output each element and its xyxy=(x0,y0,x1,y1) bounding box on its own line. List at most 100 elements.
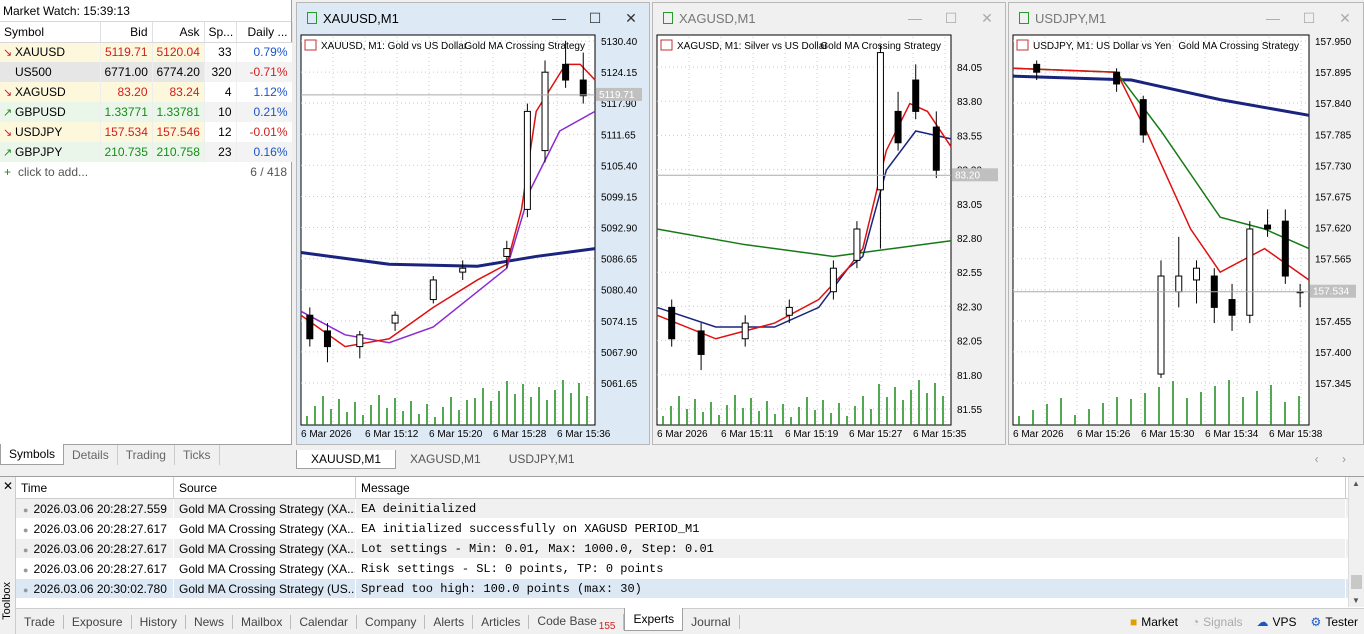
scroll-down-icon[interactable]: ▼ xyxy=(1352,596,1360,605)
price-label: 5105.40 xyxy=(601,161,638,172)
chart-tabs-scroll[interactable]: ‹ › xyxy=(1314,452,1356,466)
price-label: 157.455 xyxy=(1315,317,1352,328)
tab-journal[interactable]: Journal xyxy=(683,614,740,629)
tab-details[interactable]: Details xyxy=(64,445,118,465)
col-daily[interactable]: Daily ... xyxy=(236,22,293,43)
price-label: 84.05 xyxy=(957,63,982,74)
plot-area xyxy=(300,34,596,426)
chart-menu-icon xyxy=(1016,39,1029,51)
time-label: 6 Mar 15:36 xyxy=(557,429,611,440)
tab-ticks[interactable]: Ticks xyxy=(175,445,220,465)
ma-line xyxy=(300,247,596,268)
chart-window-title: XAUUSD,M1 xyxy=(323,10,399,26)
close-icon[interactable]: ✕ xyxy=(625,9,637,26)
close-icon[interactable]: ✕ xyxy=(3,479,14,493)
market-watch-row[interactable]: ↘ XAGUSD 83.20 83.24 4 1.12% xyxy=(0,82,293,102)
market-watch-row[interactable]: ↘ USDJPY 157.534 157.546 12 -0.01% xyxy=(0,122,293,142)
chart-tab-usdjpy[interactable]: USDJPY,M1 xyxy=(508,452,575,466)
scroll-thumb[interactable] xyxy=(1351,575,1362,589)
log-header: Time Source Message xyxy=(16,477,1348,499)
col-time[interactable]: Time xyxy=(16,477,174,498)
spread-cell: 320 xyxy=(204,62,237,82)
chart-canvas[interactable]: 5130.40 5124.15 5117.90 5111.65 5105.40 5099.… xyxy=(297,33,649,444)
tab-articles[interactable]: Articles xyxy=(473,614,530,629)
bid-cell: 5119.71 xyxy=(100,42,153,62)
toolbox-tabs: Trade Exposure History News Mailbox Cale… xyxy=(16,608,1364,634)
symbol-count: 6 / 418 xyxy=(250,165,287,179)
vps-link[interactable]: ☁ VPS xyxy=(1257,615,1297,629)
tab-company[interactable]: Company xyxy=(357,614,426,629)
time-label: 6 Mar 15:28 xyxy=(493,429,547,440)
chart-window-usdjpy[interactable]: USDJPY,M1 — ☐ ✕ 157.950 157.895 157.840 157.7… xyxy=(1008,2,1364,445)
log-row[interactable]: ● 2026.03.06 20:30:02.780 Gold MA Crossing… xyxy=(16,579,1348,599)
signals-link[interactable]: ◔ Signals xyxy=(1192,615,1243,629)
tab-mailbox[interactable]: Mailbox xyxy=(233,614,292,629)
tester-link[interactable]: ⚙ Tester xyxy=(1311,615,1358,629)
tab-code-base[interactable]: Code Base 155 xyxy=(529,613,625,632)
log-row[interactable]: ● 2026.03.06 20:28:27.617 Gold MA Crossing… xyxy=(16,519,1348,539)
candle xyxy=(1264,224,1272,230)
chart-tabs: XAUUSD,M1 XAGUSD,M1 USDJPY,M1 ‹ › xyxy=(296,450,1364,469)
col-symbol[interactable]: Symbol xyxy=(0,22,101,43)
price-label: 83.80 xyxy=(957,97,982,108)
market-watch-row[interactable]: ↗ GBPUSD 1.33771 1.33781 10 0.21% xyxy=(0,102,293,122)
add-symbol-row[interactable]: + click to add... 6 / 418 xyxy=(0,162,291,182)
price-label: 157.785 xyxy=(1315,130,1352,141)
col-message[interactable]: Message xyxy=(356,477,1346,498)
price-label: 83.05 xyxy=(957,200,982,211)
price-label: 83.55 xyxy=(957,131,982,142)
market-watch-row[interactable]: US500 6771.00 6774.20 320 -0.71% xyxy=(0,62,293,82)
chart-info: XAGUSD, M1: Silver vs US Dollar xyxy=(677,41,828,52)
log-time: ● 2026.03.06 20:30:02.780 xyxy=(16,579,174,598)
minimize-icon[interactable]: — xyxy=(552,9,566,26)
col-spread[interactable]: Sp... xyxy=(204,22,237,43)
minimize-icon[interactable]: — xyxy=(1266,9,1280,26)
log-time-text: 2026.03.06 20:28:27.617 xyxy=(33,562,167,576)
price-label: 82.05 xyxy=(957,337,982,348)
market-watch-row[interactable]: ↘ XAUUSD 5119.71 5120.04 33 0.79% xyxy=(0,42,293,62)
close-icon[interactable]: ✕ xyxy=(1339,9,1351,26)
maximize-icon[interactable]: ☐ xyxy=(1302,9,1316,26)
tab-news[interactable]: News xyxy=(186,614,233,629)
chart-tab-xauusd[interactable]: XAUUSD,M1 xyxy=(296,450,397,469)
market-watch-row[interactable]: ↗ GBPJPY 210.735 210.758 23 0.16% xyxy=(0,142,293,162)
chart-canvas[interactable]: 157.950 157.895 157.840 157.785 157.730 157.6… xyxy=(1009,33,1363,444)
tab-trade[interactable]: Trade xyxy=(16,614,64,629)
market-watch-table: Symbol Bid Ask Sp... Daily ... ↘ XAUUSD 51… xyxy=(0,22,293,162)
tab-exposure[interactable]: Exposure xyxy=(64,614,132,629)
tab-trading[interactable]: Trading xyxy=(118,445,175,465)
tab-history[interactable]: History xyxy=(132,614,186,629)
candle xyxy=(668,306,676,340)
log-row[interactable]: ● 2026.03.06 20:28:27.617 Gold MA Crossing… xyxy=(16,539,1348,559)
symbol-name: XAGUSD xyxy=(15,85,66,99)
chart-tab-xagusd[interactable]: XAGUSD,M1 xyxy=(410,452,481,466)
log-row[interactable]: ● 2026.03.06 20:28:27.617 Gold MA Crossing… xyxy=(16,559,1348,579)
maximize-icon[interactable]: ☐ xyxy=(944,9,958,26)
log-row[interactable]: ● 2026.03.06 20:28:27.559 Gold MA Crossing… xyxy=(16,499,1348,519)
market-link[interactable]: ■ Market xyxy=(1130,615,1178,629)
log-source: Gold MA Crossing Strategy (XA... xyxy=(174,559,356,578)
chart-canvas[interactable]: 84.0583.8083.5583.3083.0582.8082.5582.30… xyxy=(653,33,1005,444)
maximize-icon[interactable]: ☐ xyxy=(588,9,602,26)
symbol-name: USDJPY xyxy=(15,125,63,139)
tab-calendar[interactable]: Calendar xyxy=(291,614,358,629)
chart-window-xauusd[interactable]: XAUUSD,M1 — ☐ ✕ 5130.40 5124.15 5117.90 5111.… xyxy=(296,2,650,445)
chart-window-xagusd[interactable]: XAGUSD,M1 —☐✕ 84.0583.8083.5583.3083.058… xyxy=(652,2,1006,445)
tab-symbols[interactable]: Symbols xyxy=(0,444,65,465)
log-scrollbar[interactable]: ▲ ▼ xyxy=(1348,477,1364,607)
scroll-up-icon[interactable]: ▲ xyxy=(1352,479,1360,488)
minimize-icon[interactable]: — xyxy=(908,9,922,26)
spread-cell: 33 xyxy=(204,42,237,62)
experts-log: Time Source Message ● 2026.03.06 20:28:27… xyxy=(16,477,1348,599)
price-label: 5099.15 xyxy=(601,192,638,203)
col-source[interactable]: Source xyxy=(174,477,356,498)
col-bid[interactable]: Bid xyxy=(100,22,153,43)
spread-cell: 10 xyxy=(204,102,237,122)
col-ask[interactable]: Ask xyxy=(152,22,205,43)
symbol-name: GBPUSD xyxy=(15,105,66,119)
chart-window-title: USDJPY,M1 xyxy=(1035,10,1107,26)
tab-experts[interactable]: Experts xyxy=(624,608,684,631)
arrow-up-icon: ↗ xyxy=(3,107,13,119)
close-icon[interactable]: ✕ xyxy=(981,9,993,26)
tab-alerts[interactable]: Alerts xyxy=(425,614,474,629)
